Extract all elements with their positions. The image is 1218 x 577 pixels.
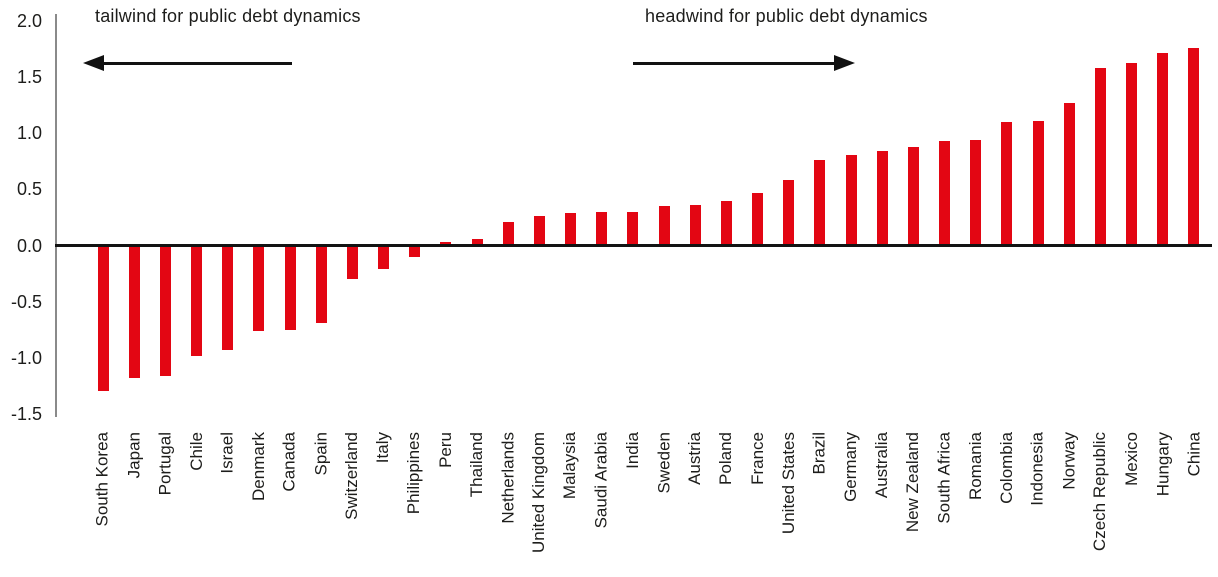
bar-united-states	[783, 180, 795, 246]
x-label-text: Germany	[841, 432, 861, 502]
arrow-shaft	[633, 61, 839, 65]
x-label-text: Peru	[435, 432, 455, 468]
bar-denmark	[253, 245, 265, 331]
x-label-text: Portugal	[155, 432, 175, 496]
bar-united-kingdom	[533, 216, 545, 246]
x-label-text: Philippines	[404, 432, 424, 515]
bar-south-korea	[97, 245, 109, 391]
x-label-text: France	[747, 432, 767, 485]
x-label-text: Switzerland	[342, 432, 362, 520]
bar-netherlands	[502, 221, 514, 246]
x-label-text: Chile	[186, 432, 206, 471]
zero-baseline	[55, 244, 1212, 247]
bar-norway	[1063, 102, 1075, 246]
x-label-text: Denmark	[248, 432, 268, 501]
bar-israel	[222, 245, 234, 350]
headwind-annotation-label: headwind for public debt dynamics	[645, 6, 928, 26]
x-label-text: Norway	[1059, 432, 1079, 490]
x-label-text: Mexico	[1121, 432, 1141, 486]
x-label-text: Thailand	[467, 432, 487, 498]
x-label-text: Saudi Arabia	[591, 432, 611, 529]
x-label-text: Italy	[373, 432, 393, 464]
bar-australia	[876, 151, 888, 246]
tailwind-annotation-label: tailwind for public debt dynamics	[95, 6, 361, 26]
x-label-text: New Zealand	[903, 432, 923, 533]
tailwind-left-arrow-icon	[83, 55, 292, 71]
x-label-text: Spain	[311, 432, 331, 476]
x-label-text: Hungary	[1152, 432, 1172, 497]
x-label-text: Indonesia	[1028, 432, 1048, 506]
x-label-text: Austria	[685, 432, 705, 485]
x-label-text: United Kingdom	[529, 432, 549, 553]
y-tick-label--1.0: -1.0	[10, 347, 42, 368]
x-label-text: Romania	[965, 432, 985, 501]
bar-philippines	[409, 245, 421, 257]
y-tick-label--1.5: -1.5	[10, 404, 42, 425]
y-tick-label-0.5: 0.5	[16, 179, 42, 200]
x-label-text: Sweden	[654, 432, 674, 494]
x-label-text: Netherlands	[498, 432, 518, 524]
x-label-text: China	[1183, 432, 1203, 477]
x-label-text: Israel	[217, 432, 237, 474]
bar-colombia	[1001, 121, 1013, 246]
bar-thailand	[471, 238, 483, 246]
headwind-right-arrow-icon	[633, 55, 855, 71]
bar-canada	[284, 245, 296, 330]
x-label-text: Brazil	[809, 432, 829, 475]
bar-brazil	[814, 160, 826, 246]
bar-portugal	[159, 245, 171, 376]
y-tick-label--0.5: -0.5	[10, 291, 42, 312]
x-label-text: Czech Republic	[1090, 432, 1110, 552]
bar-switzerland	[346, 245, 358, 280]
y-tick-label-1.0: 1.0	[16, 123, 42, 144]
x-label-text: Australia	[872, 432, 892, 499]
bar-malaysia	[565, 212, 577, 246]
x-label-text: South Korea	[93, 432, 112, 527]
y-tick-label-0.0: 0.0	[16, 235, 42, 256]
bar-sweden	[658, 206, 670, 246]
bar-france	[752, 192, 764, 246]
arrow-head-right-icon	[834, 55, 855, 71]
bar-japan	[128, 245, 140, 379]
bar-germany	[845, 154, 857, 246]
arrow-shaft	[99, 61, 292, 65]
bar-poland	[720, 200, 732, 246]
x-label-text: Malaysia	[560, 432, 580, 500]
bar-italy	[378, 245, 390, 270]
x-label-text: South Africa	[934, 432, 954, 524]
x-label-text: India	[622, 432, 642, 469]
bar-indonesia	[1032, 120, 1044, 246]
bar-chile	[191, 245, 202, 356]
y-axis-line	[55, 14, 57, 417]
bar-hungary	[1157, 53, 1169, 246]
x-label-text: Japan	[124, 432, 144, 479]
x-label-text: United States	[778, 432, 798, 535]
bar-new-zealand	[907, 146, 919, 246]
bar-peru	[440, 242, 452, 246]
bar-mexico	[1126, 63, 1138, 246]
bar-austria	[689, 205, 701, 246]
x-label-text: Poland	[716, 432, 736, 485]
bar-czech-republic	[1094, 67, 1106, 246]
bar-india	[627, 211, 639, 246]
y-tick-label-1.5: 1.5	[16, 66, 42, 87]
y-tick-label-2.0: 2.0	[16, 10, 42, 31]
x-label-text: Canada	[280, 432, 300, 492]
arrow-head-left-icon	[83, 55, 104, 71]
x-label-text: Colombia	[996, 432, 1016, 504]
bar-south-africa	[939, 141, 951, 246]
bar-china	[1188, 47, 1200, 246]
bar-spain	[315, 245, 327, 324]
bar-saudi-arabia	[596, 211, 608, 246]
bar-romania	[970, 139, 982, 246]
